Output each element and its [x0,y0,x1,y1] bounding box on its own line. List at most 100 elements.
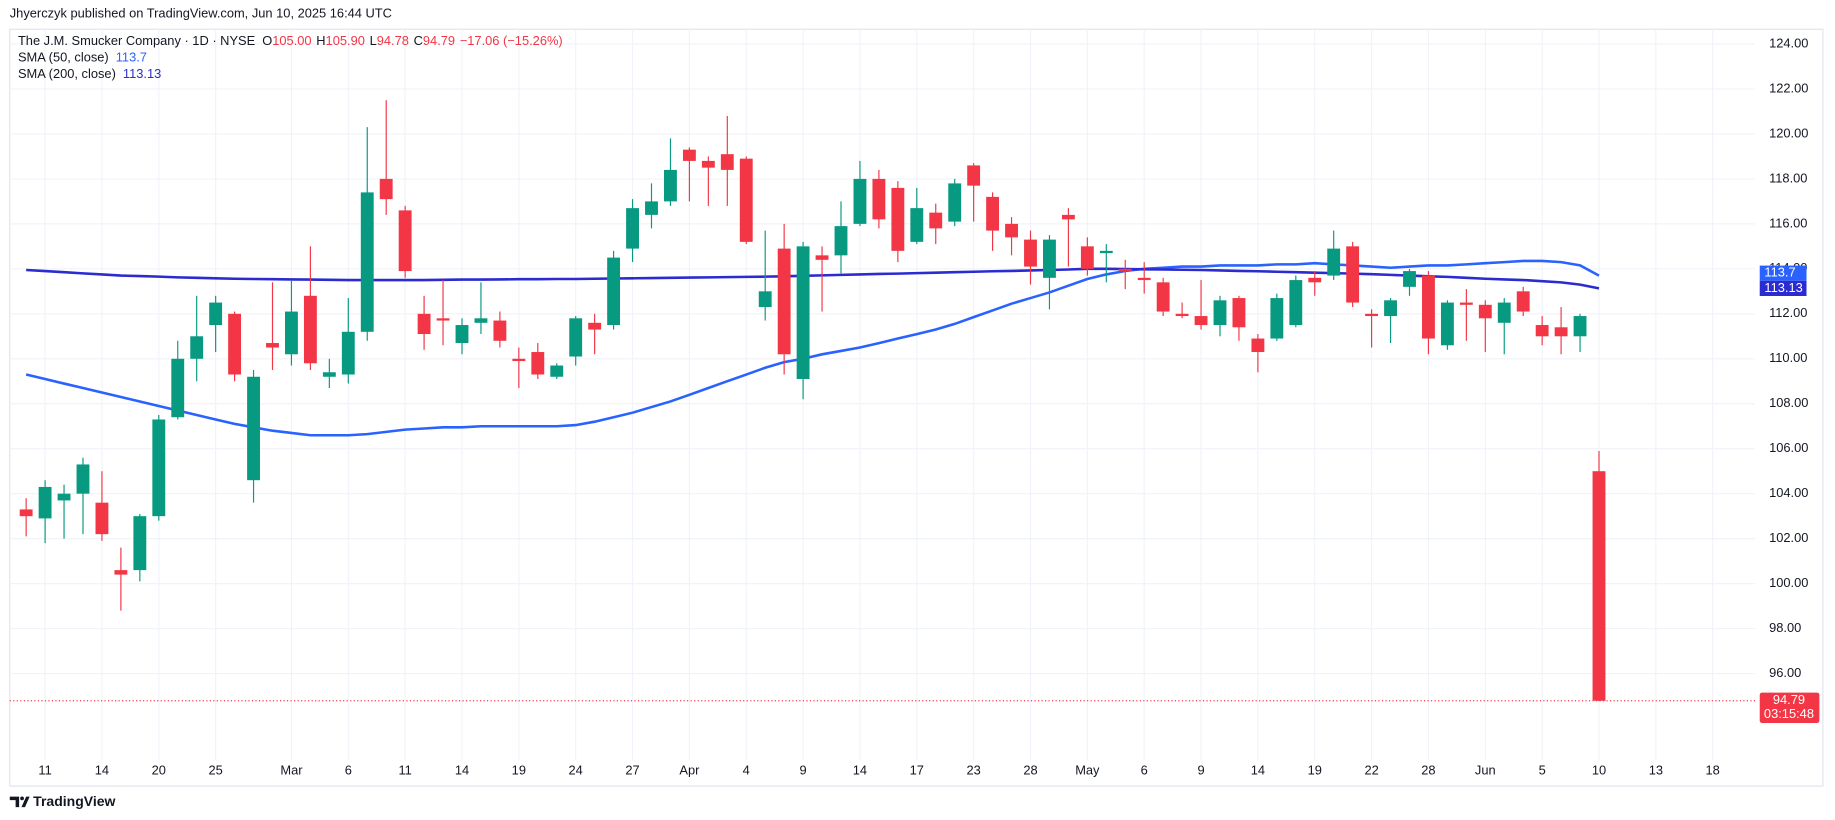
candle-body [626,208,639,249]
candle-body [682,149,696,161]
candle-body [1213,300,1227,326]
x-tick-label: 28 [1421,762,1435,777]
candle-body [645,201,658,215]
candle-body [322,372,336,377]
y-tick-label: 118.00 [1769,170,1807,185]
candle-body [1327,248,1341,276]
x-tick-label: Apr [679,762,700,777]
logo [9,796,30,808]
candle-body [1251,338,1265,353]
candle-body [891,187,905,251]
y-tick-label: 106.00 [1769,440,1808,455]
candle-body [531,352,545,375]
legend-ohlc-key: L [370,34,377,49]
x-tick-label: May [1075,762,1100,777]
candle-body [929,212,943,229]
x-tick-label: 22 [1364,762,1378,777]
candle-body [1308,277,1322,283]
candle-body [1175,313,1189,317]
candle-body [95,502,109,535]
y-tick-label: 124.00 [1769,35,1808,50]
candle-body [455,325,469,344]
legend-ohlc-key: H [316,34,325,49]
candle-body [341,331,355,375]
legend-sma-name: SMA (200, close) [18,66,116,81]
candle-body [588,322,602,330]
x-tick-label: Jun [1475,762,1496,777]
candle-body [1403,271,1416,287]
y-tick-label: 98.00 [1769,620,1801,635]
y-tick-label: 120.00 [1769,125,1808,140]
candle-body [777,248,791,355]
x-tick-label: 27 [625,762,639,777]
candle-body [152,419,166,517]
x-tick-label: 25 [208,762,222,777]
grid [9,29,1756,761]
sma-value-box [1759,280,1807,297]
x-tick-label: 17 [910,762,924,777]
candle-body [1099,250,1113,254]
legend-symbol: The J.M. Smucker Company · 1D · NYSE [18,34,256,49]
candle-body [910,208,924,242]
candle-body [1478,304,1492,319]
candle-body [569,318,583,357]
candle-body [436,318,450,321]
y-tick-label: 96.00 [1769,665,1801,680]
candle-body [550,365,564,377]
x-tick-label: 19 [1308,762,1322,777]
y-tick-label: 110.00 [1769,350,1807,365]
x-tick-label: 9 [1197,762,1204,777]
y-tick-label: 100.00 [1769,575,1808,590]
candle-body [758,291,772,308]
candle-body [1232,298,1246,328]
candle-body [1422,275,1435,339]
legend-sma-value: 113.13 [123,66,161,81]
y-tick-label: 122.00 [1769,80,1808,95]
candle-body [398,210,412,272]
sma-value-label: 113.7 [1764,265,1795,280]
candle-body [1365,313,1379,317]
candle-body [76,464,90,494]
candle-body [1005,223,1018,238]
x-tick-label: Mar [280,762,303,777]
candle-body [493,320,507,341]
countdown-label: 03:15:48 [1764,706,1814,721]
candle-body [171,358,185,418]
y-tick-label: 116.00 [1769,215,1807,230]
candle-body [1573,316,1587,337]
candle-body [1080,246,1094,269]
sma-value-label: 113.13 [1764,280,1802,295]
x-tick-label: 6 [1141,762,1148,777]
x-tick-label: 11 [398,762,411,777]
candle-body [1118,268,1132,272]
candle-body [796,246,810,380]
legend-ohlc-value: 94.79 [423,34,455,49]
legend-ohlc-value: 105.90 [326,34,365,49]
candle-body [417,313,431,335]
candle-body [133,516,147,571]
x-tick-label: 19 [512,762,526,777]
x-tick-label: 24 [569,762,583,777]
y-tick-label: 112.00 [1769,305,1807,320]
x-tick-label: 18 [1706,762,1720,777]
y-tick-label: 104.00 [1769,485,1808,500]
legend-ohlc-value: 94.78 [377,34,409,49]
candle-body [720,154,734,170]
footer: TradingView [33,793,115,809]
legend-sma-name: SMA (50, close) [18,50,109,65]
candle-body [114,570,128,575]
candle-body [19,509,33,517]
candle-body [209,302,223,326]
legend-change: −17.06 (−15.26%) [460,34,563,49]
sma-value-box [1759,265,1807,281]
y-tick-label: 102.00 [1769,530,1808,545]
last-price-label: 94.79 [1773,692,1805,707]
sma-line [25,259,1600,437]
candle-body [360,192,374,332]
y-tick-label: 108.00 [1769,395,1808,410]
candle-body [1346,246,1360,303]
candle-body [853,178,867,224]
candle-body [1554,327,1568,337]
